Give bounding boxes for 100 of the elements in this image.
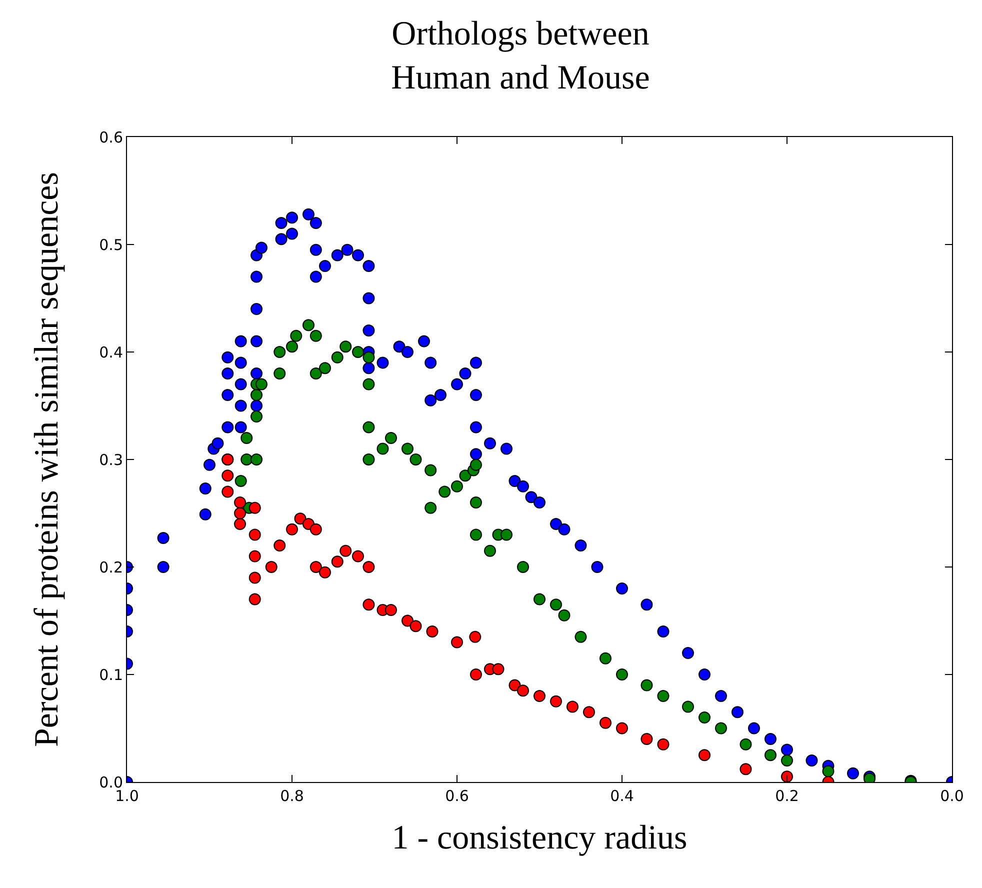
- point: [583, 706, 595, 718]
- point: [319, 566, 331, 578]
- point: [508, 679, 521, 692]
- point: [657, 690, 670, 702]
- point: [240, 454, 253, 466]
- point: [362, 421, 375, 434]
- point: [290, 330, 302, 342]
- point: [248, 593, 261, 606]
- point: [640, 679, 653, 692]
- point: [340, 340, 352, 353]
- point: [426, 626, 438, 638]
- point: [362, 454, 375, 466]
- point: [715, 722, 727, 734]
- x-tick-label: 0.0: [940, 787, 964, 805]
- point: [385, 432, 397, 444]
- point: [362, 351, 375, 364]
- point: [240, 432, 253, 444]
- point: [234, 518, 246, 530]
- point: [451, 636, 463, 648]
- point: [250, 389, 263, 401]
- point: [534, 593, 546, 606]
- point: [362, 561, 375, 573]
- point: [222, 470, 234, 482]
- point: [286, 523, 298, 536]
- point: [470, 458, 482, 471]
- point: [410, 620, 422, 632]
- point: [781, 770, 793, 782]
- point: [250, 410, 263, 422]
- point: [234, 496, 246, 508]
- point: [550, 598, 562, 611]
- point: [362, 378, 375, 390]
- point: [234, 507, 246, 520]
- y-tick-label: 0.2: [99, 558, 123, 576]
- point: [600, 652, 612, 664]
- point: [376, 442, 389, 455]
- point: [682, 700, 694, 713]
- point: [517, 684, 529, 697]
- point: [410, 454, 422, 466]
- point: [274, 540, 286, 552]
- y-tick-label: 0.1: [99, 666, 123, 684]
- point: [248, 572, 261, 584]
- point: [248, 528, 261, 541]
- y-axis-title: Percent of proteins with similar sequences: [28, 172, 66, 748]
- point: [274, 346, 286, 358]
- point: [402, 442, 414, 455]
- point: [470, 528, 482, 541]
- point: [222, 486, 234, 498]
- point: [331, 556, 344, 568]
- x-tick-label: 0.6: [445, 787, 469, 805]
- point: [740, 763, 752, 776]
- point: [385, 604, 397, 616]
- point: [470, 668, 482, 680]
- point: [286, 340, 298, 353]
- point: [492, 663, 504, 676]
- point: [424, 502, 437, 514]
- point: [517, 561, 529, 573]
- point: [600, 716, 612, 729]
- point: [310, 561, 322, 573]
- point: [248, 502, 261, 514]
- point: [740, 738, 752, 750]
- point: [340, 544, 352, 557]
- x-axis-title: 1 - consistency radius: [392, 819, 688, 856]
- point: [574, 630, 587, 643]
- point: [822, 765, 834, 778]
- point: [294, 512, 306, 525]
- point: [352, 346, 364, 358]
- point: [248, 550, 261, 562]
- point: [331, 351, 344, 364]
- point: [558, 609, 570, 622]
- point: [402, 614, 414, 627]
- point: [352, 550, 364, 562]
- y-tick-label: 0.4: [99, 343, 123, 362]
- x-tick-label: 0.4: [610, 787, 634, 805]
- point: [319, 362, 331, 374]
- point: [424, 464, 437, 476]
- point: [470, 496, 482, 508]
- point: [310, 523, 322, 536]
- point: [764, 749, 776, 762]
- point: [234, 475, 247, 487]
- point: [698, 712, 710, 724]
- point: [698, 749, 710, 762]
- y-tick-label: 0.6: [99, 128, 123, 146]
- x-tick-label: 0.2: [775, 787, 799, 805]
- chart-title: Orthologs between Human and Mouse: [391, 15, 650, 97]
- point: [469, 630, 482, 643]
- point: [451, 480, 463, 492]
- point: [616, 668, 628, 680]
- point: [550, 695, 562, 708]
- point: [302, 319, 314, 332]
- y-tick-label: 0.3: [99, 450, 123, 469]
- point: [640, 733, 653, 745]
- x-tick-label: 0.8: [280, 787, 304, 805]
- point: [781, 754, 793, 766]
- point: [657, 738, 670, 750]
- point: [362, 598, 375, 611]
- point: [616, 722, 628, 734]
- point: [265, 561, 278, 573]
- point: [566, 700, 578, 713]
- point: [310, 368, 322, 380]
- point: [274, 368, 286, 380]
